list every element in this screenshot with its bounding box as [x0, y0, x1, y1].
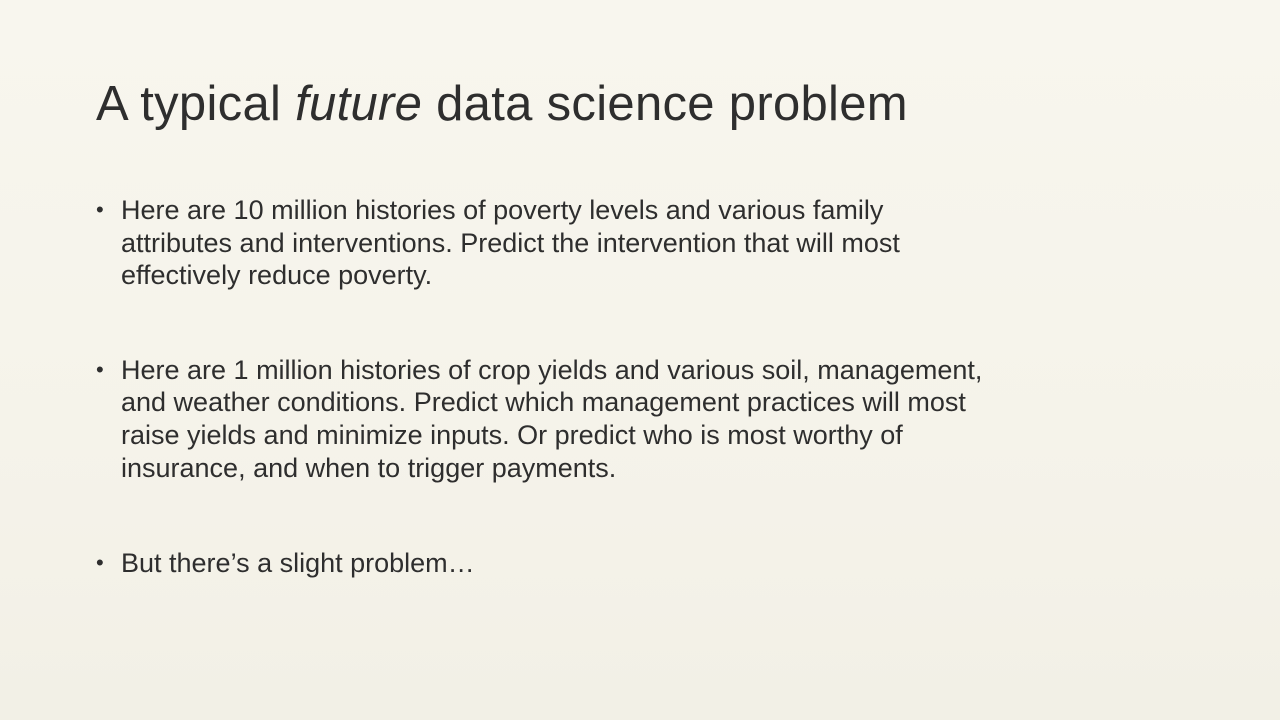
bullet-item: • Here are 10 million histories of pover… [96, 194, 996, 292]
bullet-list: • Here are 10 million histories of pover… [96, 194, 996, 580]
bullet-text: Here are 10 million histories of poverty… [121, 195, 900, 291]
title-prefix: A typical [96, 77, 296, 131]
bullet-item: • Here are 1 million histories of crop y… [96, 354, 996, 484]
bullet-item: • But there’s a slight problem… [96, 547, 996, 580]
bullet-dot-icon: • [96, 356, 104, 382]
bullet-text: Here are 1 million histories of crop yie… [121, 354, 983, 483]
title-suffix: data science problem [422, 77, 908, 131]
bullet-dot-icon: • [96, 197, 104, 222]
bullet-dot-icon: • [96, 550, 104, 576]
slide-title: A typical future data science problem [96, 72, 908, 136]
bullet-text: But there’s a slight problem… [121, 548, 475, 579]
title-emphasis: future [295, 77, 423, 131]
